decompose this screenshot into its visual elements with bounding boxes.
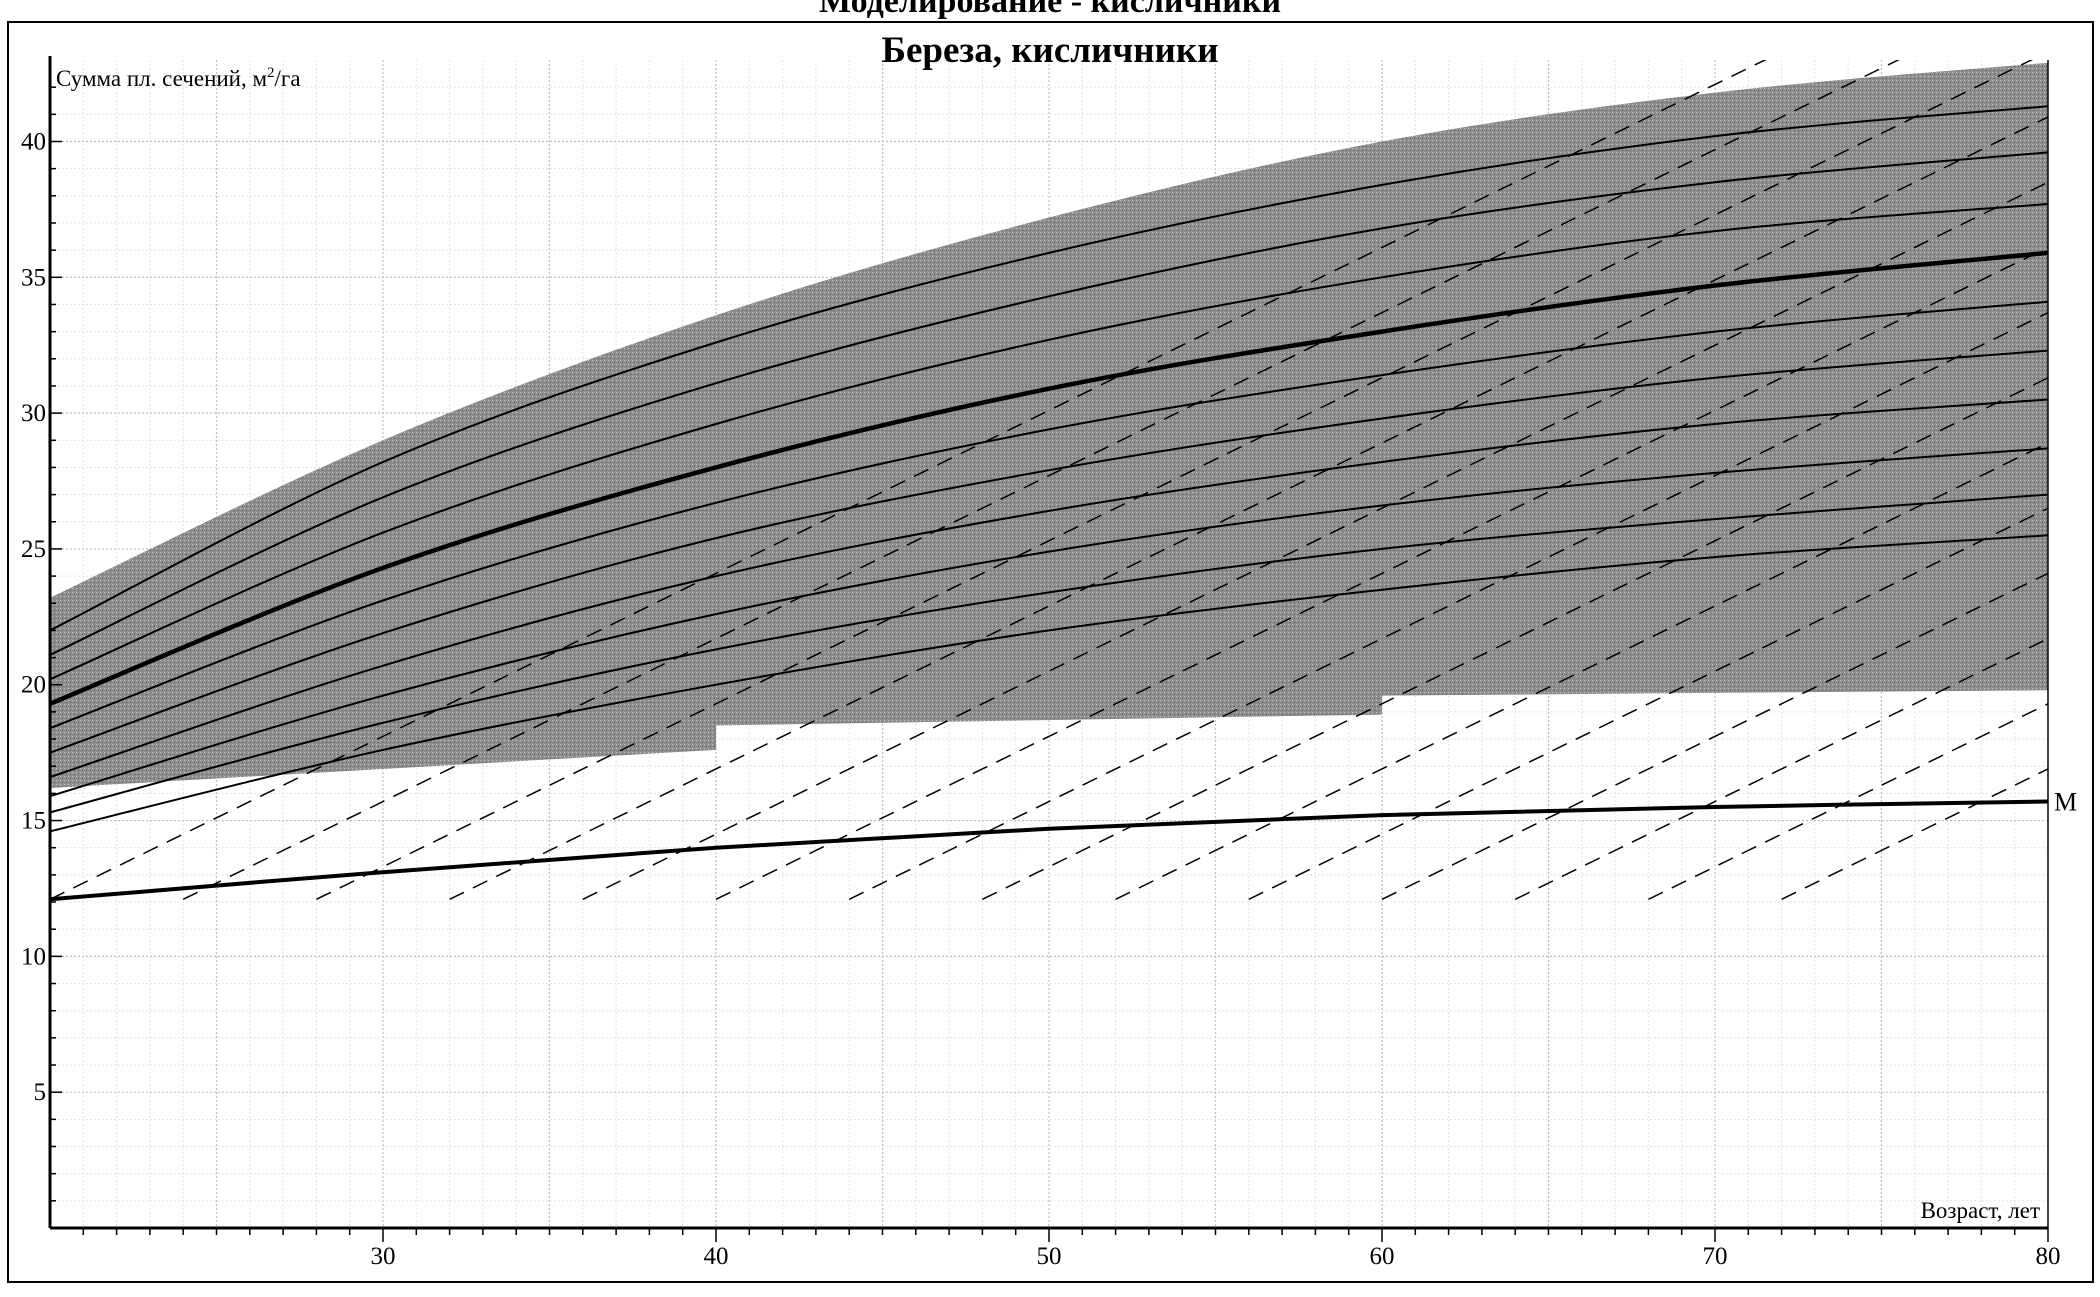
dashed-isoline [182,60,1900,901]
y-axis-label-main: Сумма пл. сечений, м [56,66,267,91]
minimum-line-group: M [49,788,2077,902]
growth-curves [50,105,2048,833]
y-tick-label: 15 [21,808,46,835]
dashed-isoline [449,116,2048,901]
dashed-isoline [1115,442,2048,901]
growth-curve [50,300,2048,730]
chart-title: Береза, кисличники [881,30,1218,71]
growth-curve [50,151,2048,656]
minimum-line-label: M [2054,788,2077,817]
partial-title: Моделирование - кисличники [819,0,1281,20]
outer-frame [7,21,2094,1283]
growth-curve [50,447,2048,798]
dashed-isoline [50,60,1767,901]
shaded-band [50,62,2048,788]
ticks: 30 40 50 60 70 80 5 10 15 20 25 30 35 40 [21,86,2061,1270]
y-tick-label: 30 [21,400,46,427]
y-tick-label: 25 [21,536,46,563]
y-tick-label: 40 [21,128,46,155]
y-tick-label: 5 [34,1079,47,1106]
dashed-isolines [50,60,2048,901]
dashed-isoline [1648,703,2048,901]
growth-curve [50,105,2048,632]
x-tick-label: 80 [2036,1243,2061,1270]
x-tick-label: 60 [1370,1243,1395,1270]
growth-curve [50,203,2048,681]
y-tick-label: 10 [21,943,46,970]
x-axis-label: Возраст, лет [1921,1198,2040,1223]
dashed-isoline [1781,768,2048,901]
main-growth-curve [50,250,2048,706]
minimum-line [49,799,2049,902]
growth-curve [50,398,2048,779]
y-axis-label-sup: 2 [267,65,275,81]
y-tick-label: 20 [21,672,46,699]
dashed-isoline [982,377,2048,901]
y-axis-label: Сумма пл. сечений, м2/га [56,65,301,91]
stocking-band [50,62,2048,788]
dashed-isoline [316,60,2034,901]
y-tick-label: 35 [21,264,46,291]
x-tick-label: 30 [371,1243,396,1270]
y-axis-label-unit: /га [275,66,301,91]
x-tick-label: 50 [1037,1243,1062,1270]
dashed-isoline [715,246,2048,901]
dashed-isoline [582,181,2048,901]
growth-curve [50,534,2048,833]
x-tick-label: 40 [704,1243,729,1270]
dashed-isoline [1514,637,2048,901]
growth-curve [50,493,2048,814]
dashed-isoline [848,311,2048,901]
dashed-isoline [1248,507,2048,901]
x-tick-label: 70 [1703,1243,1728,1270]
dashed-isoline [1381,572,2048,901]
growth-curve [50,349,2048,754]
